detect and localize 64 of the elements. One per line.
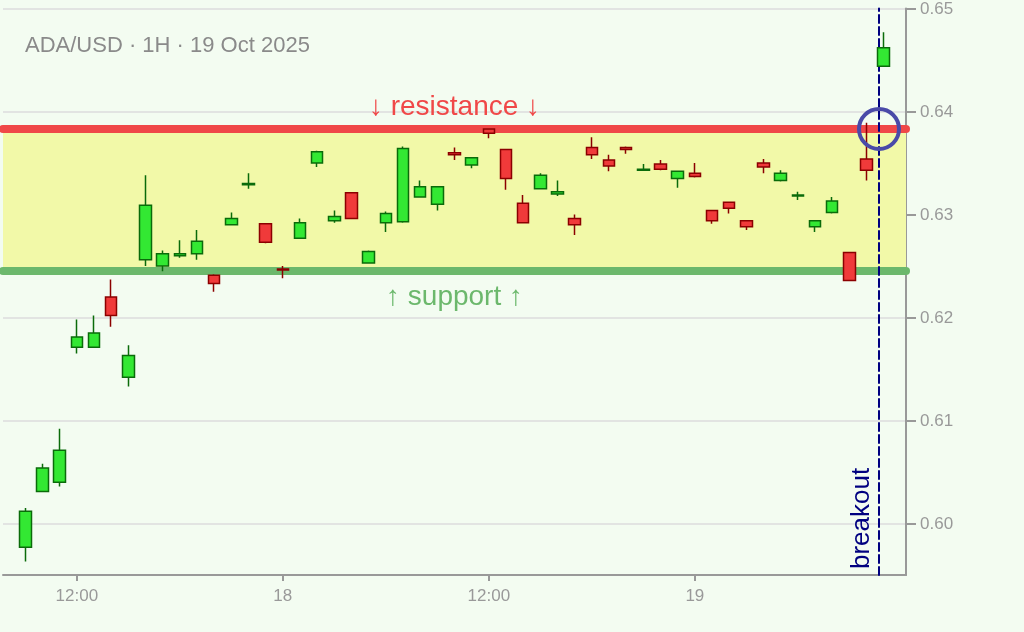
ref-line-label: ↑ support ↑ <box>386 279 523 311</box>
candlestick <box>773 169 788 183</box>
candlestick <box>224 211 239 226</box>
candlestick <box>533 172 548 190</box>
candlestick <box>585 136 599 160</box>
candlestick <box>825 196 839 215</box>
candlestick <box>35 463 50 493</box>
candlestick <box>258 223 273 245</box>
candlestick <box>190 229 204 261</box>
candlestick <box>688 162 702 179</box>
candlestick <box>670 170 685 189</box>
candlestick <box>379 210 393 233</box>
candlestick <box>567 213 582 236</box>
candlestick <box>327 209 342 224</box>
x-tick-label: 19 <box>685 586 705 605</box>
candlestick <box>739 219 754 231</box>
candlestick <box>550 179 565 197</box>
y-tick-label: 0.62 <box>920 308 954 327</box>
candlestick <box>173 239 187 259</box>
candlestick <box>121 344 136 388</box>
candlestick <box>791 191 805 201</box>
candlestick <box>276 265 290 280</box>
candlestick <box>138 174 153 267</box>
x-tick-label: 12:00 <box>467 586 511 605</box>
candlestick <box>396 145 410 224</box>
candlestick <box>104 278 118 328</box>
candlestick <box>705 209 719 225</box>
candlestick <box>499 148 513 191</box>
ref-line-label: ↓ resistance ↓ <box>368 89 541 121</box>
candlestick <box>430 185 445 212</box>
candlestick <box>18 507 33 563</box>
candlestick <box>653 159 668 171</box>
candlestick <box>413 179 427 198</box>
x-tick-label: 12:00 <box>55 586 99 605</box>
candlestick <box>52 427 67 488</box>
y-tick-label: 0.65 <box>920 0 954 18</box>
candlestick <box>241 172 256 190</box>
candlestick <box>808 219 822 233</box>
candlestick <box>722 201 736 215</box>
candlestick <box>361 249 376 264</box>
candlestick <box>756 158 771 175</box>
candlestick <box>70 318 84 355</box>
candlestick <box>482 128 496 140</box>
candlestick <box>842 251 857 282</box>
candlestick <box>859 122 874 182</box>
candlestick <box>87 314 101 349</box>
text: ADA/USD · 1H · 19 Oct 2025 <box>25 31 310 57</box>
candlestick <box>310 149 324 168</box>
y-tick-label: 0.60 <box>920 514 954 533</box>
y-tick-label: 0.63 <box>920 205 954 224</box>
candlestick <box>464 157 479 169</box>
candlestick <box>344 192 359 220</box>
candlestick <box>636 163 651 171</box>
candlestick <box>155 249 170 272</box>
candlestick <box>293 217 307 239</box>
candlestick <box>207 273 221 293</box>
candlestick <box>876 31 891 67</box>
ref-line-label: breakout <box>844 467 875 569</box>
y-tick-label: 0.64 <box>920 102 954 121</box>
x-tick-label: 18 <box>273 586 293 605</box>
candlestick <box>447 146 462 161</box>
y-tick-label: 0.61 <box>920 411 954 430</box>
candlestick <box>602 154 616 172</box>
candlestick <box>516 194 530 224</box>
